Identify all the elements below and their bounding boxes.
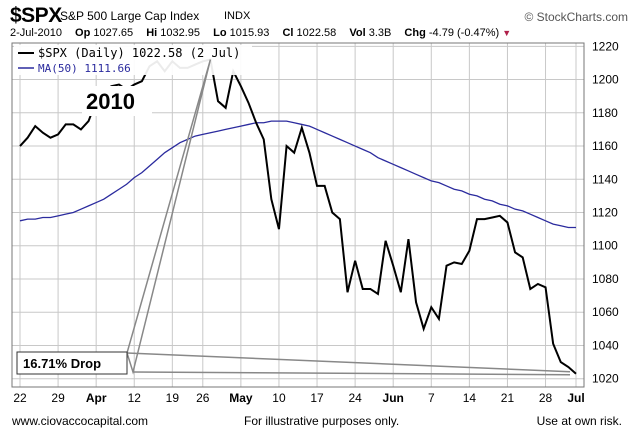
volume-label: Vol bbox=[349, 27, 366, 39]
y-tick-label: 1160 bbox=[592, 139, 618, 153]
y-tick-label: 1220 bbox=[592, 39, 619, 53]
drop-annotation-box bbox=[16, 351, 128, 375]
x-tick-label: 28 bbox=[539, 391, 553, 405]
drop-annotation-line bbox=[132, 371, 571, 376]
y-tick-label: 1200 bbox=[592, 73, 619, 87]
x-tick-label: 24 bbox=[348, 391, 362, 405]
drop-annotation-wedge bbox=[126, 59, 212, 375]
y-tick-label: 1080 bbox=[592, 272, 619, 286]
y-tick-label: 1180 bbox=[592, 106, 618, 120]
open-label: Op bbox=[75, 27, 91, 39]
plot-frame bbox=[11, 42, 585, 388]
low-label: Lo bbox=[213, 27, 227, 39]
footer-risk: Use at own risk. bbox=[536, 414, 622, 428]
exchange-label: INDX bbox=[224, 10, 251, 22]
open-value: 1027.65 bbox=[93, 27, 134, 39]
footer-site[interactable]: www.ciovaccocapital.com bbox=[12, 414, 149, 428]
y-tick-label: 1020 bbox=[592, 372, 619, 386]
y-tick-label: 1040 bbox=[592, 338, 619, 352]
x-tick-label: 19 bbox=[166, 391, 180, 405]
y-tick-label: 1060 bbox=[592, 305, 619, 319]
brand-label[interactable]: © StockCharts.com bbox=[524, 10, 628, 24]
x-tick-label: 14 bbox=[463, 391, 477, 405]
x-tick-label: 12 bbox=[128, 391, 142, 405]
legend-price-label: $SPX (Daily) 1022.58 (2 Jul) bbox=[38, 46, 240, 60]
ma50-line bbox=[19, 120, 576, 229]
close-label: Cl bbox=[282, 27, 294, 39]
quote-stats: 2-Jul-2010 Op 1027.65 Hi 1032.95 Lo 1015… bbox=[10, 27, 511, 39]
x-tick-label: 10 bbox=[272, 391, 286, 405]
close-value: 1022.58 bbox=[296, 27, 337, 39]
change-value: -4.79 (-0.47%) bbox=[428, 27, 500, 39]
y-tick-label: 1140 bbox=[592, 172, 618, 186]
x-tick-label: Apr bbox=[86, 391, 107, 405]
year-label: 2010 bbox=[86, 89, 135, 114]
x-tick-label: 7 bbox=[428, 391, 435, 405]
down-arrow-icon: ▼ bbox=[502, 28, 512, 38]
x-tick-label: May bbox=[229, 391, 253, 405]
legend-ma-label: MA(50) 1111.66 bbox=[38, 62, 131, 75]
volume-value: 3.3B bbox=[368, 27, 392, 39]
year-label-bg bbox=[82, 86, 152, 116]
drop-annotation-label: 16.71% Drop bbox=[23, 356, 101, 371]
quote-date: 2-Jul-2010 bbox=[10, 27, 62, 39]
x-tick-label: Jun bbox=[383, 391, 404, 405]
footer-note: For illustrative purposes only. bbox=[244, 414, 400, 428]
y-tick-label: 1120 bbox=[592, 206, 618, 220]
high-value: 1032.95 bbox=[160, 27, 201, 39]
x-tick-label: 21 bbox=[501, 391, 515, 405]
chart-description: S&P 500 Large Cap Index bbox=[60, 9, 200, 23]
y-tick-label: 1100 bbox=[592, 239, 618, 253]
low-value: 1015.93 bbox=[229, 27, 270, 39]
drop-annotation-line bbox=[126, 352, 571, 373]
legend-box bbox=[14, 45, 252, 75]
price-line bbox=[19, 58, 577, 375]
x-tick-label: 29 bbox=[51, 391, 65, 405]
x-tick-label: 22 bbox=[13, 391, 27, 405]
x-tick-label: 17 bbox=[310, 391, 324, 405]
change-label: Chg bbox=[404, 27, 426, 39]
chart-symbol: $SPX bbox=[10, 4, 62, 27]
x-tick-label: 26 bbox=[196, 391, 210, 405]
x-tick-label: Jul bbox=[567, 391, 584, 405]
high-label: Hi bbox=[146, 27, 158, 39]
